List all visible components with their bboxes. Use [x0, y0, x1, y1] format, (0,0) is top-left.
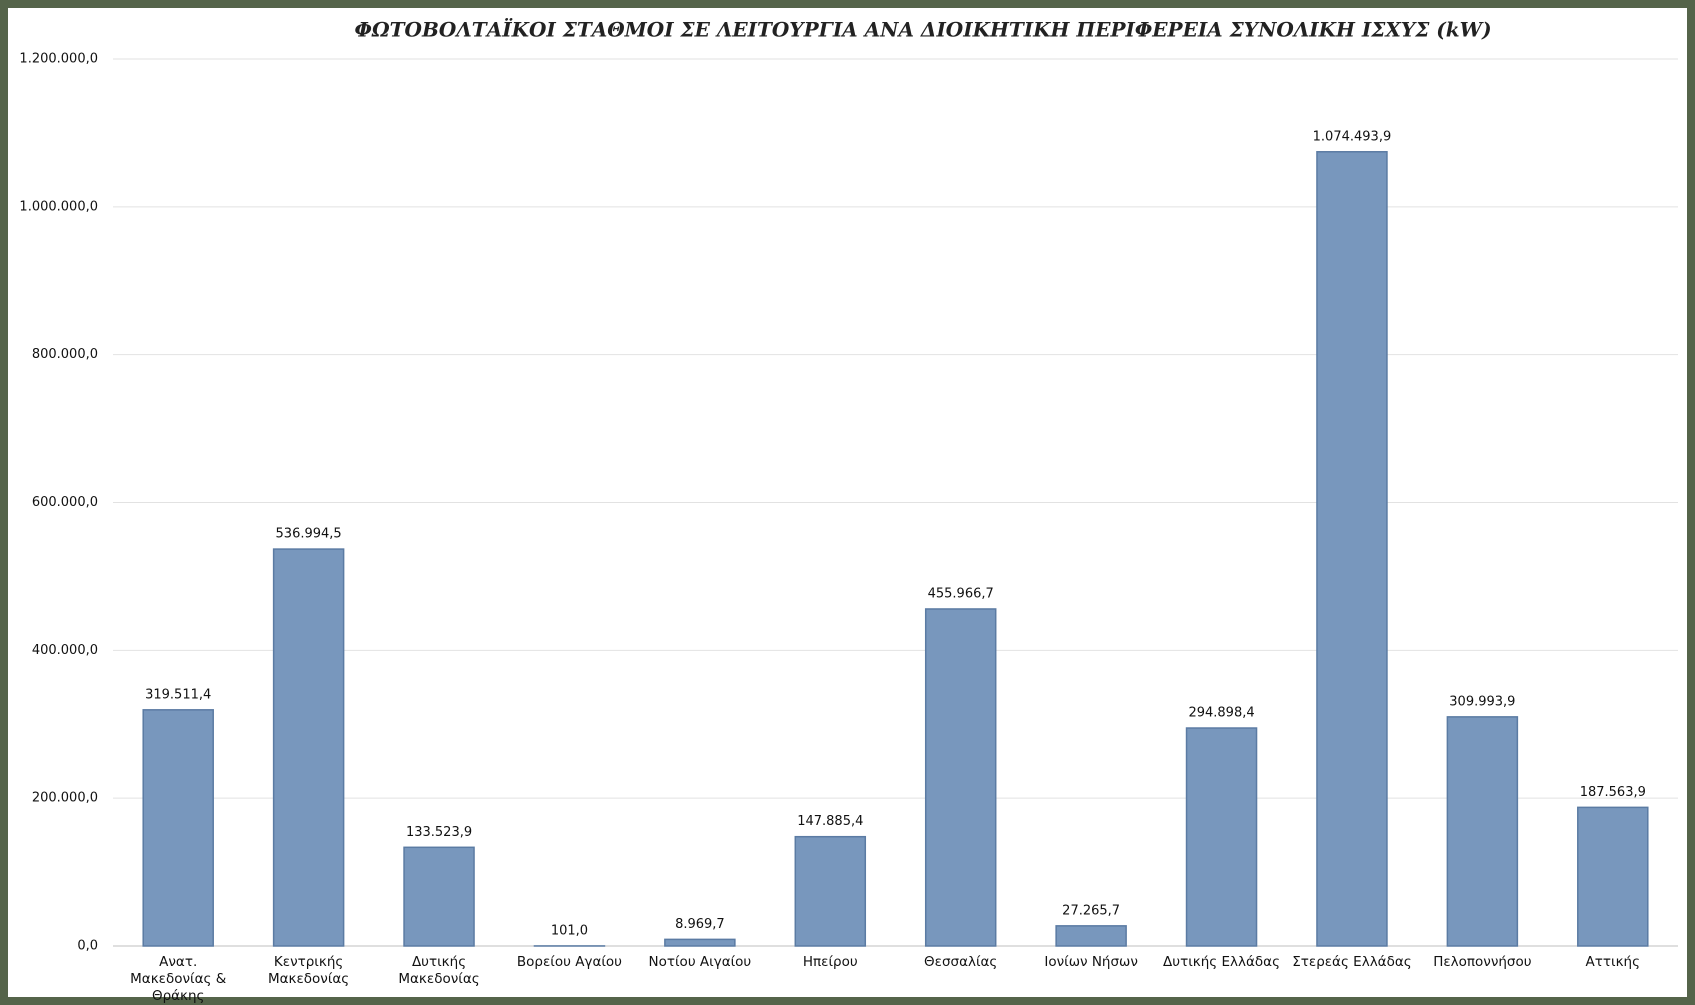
bar: [1056, 926, 1126, 946]
bar: [404, 847, 474, 946]
data-label: 536.994,5: [276, 527, 342, 542]
x-tick-label: Πελοποννήσου: [1421, 954, 1543, 971]
bar: [1447, 717, 1517, 946]
x-tick-label: Δυτικής Μακεδονίας: [378, 954, 500, 988]
bar: [926, 609, 996, 946]
data-label: 187.563,9: [1580, 785, 1646, 800]
data-label: 309.993,9: [1449, 694, 1515, 709]
x-tick-label: Ανατ. Μακεδονίας & Θράκης: [117, 954, 239, 1005]
x-tick-label: Ηπείρου: [769, 954, 891, 971]
bar: [665, 939, 735, 946]
x-tick-label: Κεντρικής Μακεδονίας: [248, 954, 370, 988]
x-tick-label: Νοτίου Αιγαίου: [639, 954, 761, 971]
bar: [1578, 807, 1648, 946]
data-label: 133.523,9: [406, 825, 472, 840]
chart-title: ΦΩΤΟΒΟΛΤΑΪΚΟΙ ΣΤΑΘΜΟΙ ΣΕ ΛΕΙΤΟΥΡΓΙΑ ΑΝΑ …: [354, 18, 1491, 42]
data-label: 294.898,4: [1188, 706, 1254, 721]
data-label: 319.511,4: [145, 687, 211, 702]
bar: [795, 837, 865, 946]
x-tick-label: Θεσσαλίας: [900, 954, 1022, 971]
x-tick-label: Αττικής: [1552, 954, 1674, 971]
data-label: 27.265,7: [1062, 903, 1120, 918]
x-tick-label: Ιονίων Νήσων: [1030, 954, 1152, 971]
data-label: 147.885,4: [797, 814, 863, 829]
y-tick-label: 800.000,0: [32, 347, 98, 362]
data-label: 455.966,7: [928, 586, 994, 601]
y-tick-label: 400.000,0: [32, 643, 98, 658]
data-label: 101,0: [551, 923, 588, 938]
y-tick-label: 0,0: [77, 939, 98, 954]
data-label: 8.969,7: [675, 917, 725, 932]
bar: [143, 710, 213, 946]
x-tick-label: Δυτικής Ελλάδας: [1161, 954, 1283, 971]
y-tick-label: 1.200.000,0: [19, 52, 98, 67]
bar: [274, 549, 344, 946]
bar: [1187, 728, 1257, 946]
data-label: 1.074.493,9: [1313, 129, 1392, 144]
x-tick-label: Βορείου Αγαίου: [508, 954, 630, 971]
bar: [1317, 152, 1387, 946]
x-tick-label: Στερεάς Ελλάδας: [1291, 954, 1413, 971]
y-tick-label: 200.000,0: [32, 791, 98, 806]
y-tick-label: 1.000.000,0: [19, 199, 98, 214]
y-tick-label: 600.000,0: [32, 495, 98, 510]
